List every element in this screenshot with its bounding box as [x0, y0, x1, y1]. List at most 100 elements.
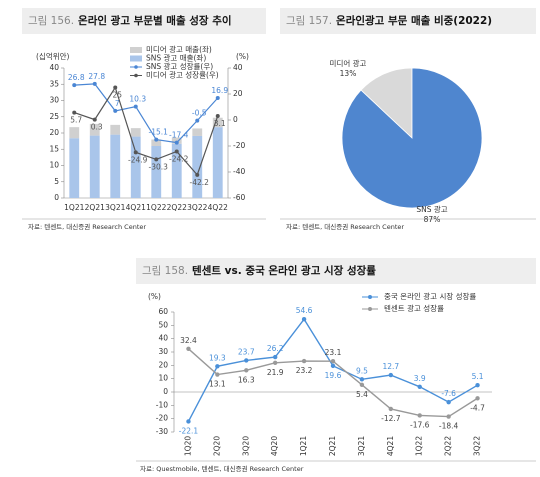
- data-label: -30.3: [149, 162, 169, 171]
- data-label: -24.9: [128, 155, 148, 164]
- data-label: 26.2: [267, 344, 284, 353]
- slice-label: 미디어 광고: [330, 58, 367, 68]
- legend-label: 미디어 광고 매출(좌): [146, 44, 212, 54]
- data-label: 26.8: [68, 73, 85, 82]
- bar: [192, 135, 203, 198]
- y2-axis-title: (%): [236, 52, 249, 61]
- y-tick-label: 40: [158, 334, 168, 343]
- y-tick-label: 0: [163, 387, 168, 396]
- point: [215, 113, 220, 118]
- x-tick-label: 2Q20: [212, 436, 221, 456]
- slice-label: SNS 광고: [416, 204, 447, 214]
- legend-marker: [134, 73, 138, 78]
- x-tick-label: 3Q21: [357, 436, 366, 456]
- data-label: 13.1: [209, 380, 226, 389]
- bar: [171, 143, 182, 198]
- x-tick-label: 1Q20: [183, 436, 192, 456]
- source: 자료: Questmobile, 텐센트, 대신증권 Research Cent…: [140, 464, 304, 473]
- x-tick-label: 3Q20: [241, 436, 250, 456]
- legend-label: 중국 온라인 광고 시장 성장률: [384, 291, 476, 301]
- source: 자료: 텐센트, 대신증권 Research Center: [28, 222, 146, 231]
- point: [195, 118, 200, 123]
- chart-title: 그림 158. 텐센트 vs. 중국 온라인 광고 시장 성장률: [142, 264, 376, 277]
- bar: [69, 127, 80, 139]
- series-line: [74, 86, 219, 177]
- data-label: 5.4: [356, 390, 368, 399]
- bar: [69, 138, 80, 198]
- x-tick-label: 3Q21: [105, 203, 125, 212]
- slice-value: 87%: [424, 215, 441, 224]
- point: [92, 81, 97, 86]
- point: [154, 137, 159, 142]
- series-line: [74, 83, 219, 144]
- x-tick-label: 2Q21: [328, 436, 337, 456]
- data-label: 21.9: [267, 368, 284, 377]
- point: [133, 150, 138, 155]
- chart-title: 그림 157. 온라인광고 부문 매출 비중(2022): [286, 14, 492, 27]
- bar: [89, 123, 100, 136]
- data-label: 16.9: [211, 86, 228, 95]
- data-label: -22.1: [179, 426, 199, 435]
- bar: [110, 134, 121, 198]
- y-tick-label: 20: [49, 128, 59, 137]
- y2-tick-label: 0: [233, 115, 238, 124]
- y-tick-label: 25: [49, 112, 59, 121]
- y-tick-label: 35: [49, 79, 59, 88]
- data-label: 5.7: [70, 116, 82, 125]
- point: [174, 149, 179, 154]
- data-label: -42.2: [190, 178, 210, 187]
- data-label: 5.1: [472, 372, 484, 381]
- point: [215, 364, 220, 369]
- chart-title: 그림 156. 온라인 광고 부문별 매출 성장 추이: [28, 14, 232, 27]
- point: [417, 384, 422, 389]
- slice-value: 13%: [340, 69, 357, 78]
- point: [113, 85, 118, 90]
- figure-label: 그림 156.: [28, 15, 74, 27]
- legend-label: SNS 광고 매출(좌): [146, 53, 206, 63]
- data-label: -0.5: [192, 109, 207, 118]
- y-tick-label: -20: [156, 414, 168, 423]
- legend-label: 텐센트 광고 성장률: [384, 303, 444, 313]
- bar: [151, 146, 162, 198]
- data-label: -18.4: [439, 422, 459, 431]
- x-tick-label: 4Q22: [208, 203, 228, 212]
- data-label: -17.4: [169, 131, 189, 140]
- figure-label: 그림 158.: [142, 265, 188, 277]
- data-label: 3.9: [414, 374, 426, 383]
- y-tick-label: 60: [158, 307, 168, 316]
- data-label: 9.5: [356, 366, 368, 375]
- data-label: 32.4: [180, 336, 197, 345]
- x-tick-label: 4Q20: [270, 436, 279, 456]
- data-label: 23.2: [296, 366, 313, 375]
- y2-tick-label: 20: [233, 89, 243, 98]
- y-tick-label: 5: [54, 177, 59, 186]
- data-label: 7: [115, 99, 120, 108]
- data-label: 19.3: [209, 353, 226, 362]
- point: [113, 108, 118, 113]
- data-label: 12.7: [382, 362, 399, 371]
- bar: [151, 139, 162, 146]
- data-label: 16.3: [238, 375, 255, 384]
- source: 자료: 텐센트, 대신증권 Research Center: [286, 222, 404, 231]
- legend-marker: [134, 65, 138, 69]
- data-label: -7.6: [441, 389, 456, 398]
- point: [388, 372, 394, 378]
- y-tick-label: 30: [49, 96, 59, 105]
- figure-label: 그림 157.: [286, 15, 332, 27]
- point: [388, 406, 394, 412]
- x-tick-label: 2Q21: [85, 203, 105, 212]
- series-line: [187, 348, 478, 418]
- data-label: -4.7: [470, 403, 485, 412]
- point: [215, 372, 220, 377]
- y-tick-label: 50: [158, 320, 168, 329]
- y-tick-label: 40: [49, 63, 59, 72]
- point: [272, 360, 278, 365]
- data-label: 3.1: [214, 119, 226, 128]
- point: [475, 396, 480, 401]
- legend-marker: [368, 295, 372, 299]
- legend-swatch: [130, 47, 142, 53]
- bar: [130, 136, 141, 198]
- point: [417, 413, 422, 418]
- title-bar: [136, 258, 536, 284]
- data-label: 27.8: [88, 72, 105, 81]
